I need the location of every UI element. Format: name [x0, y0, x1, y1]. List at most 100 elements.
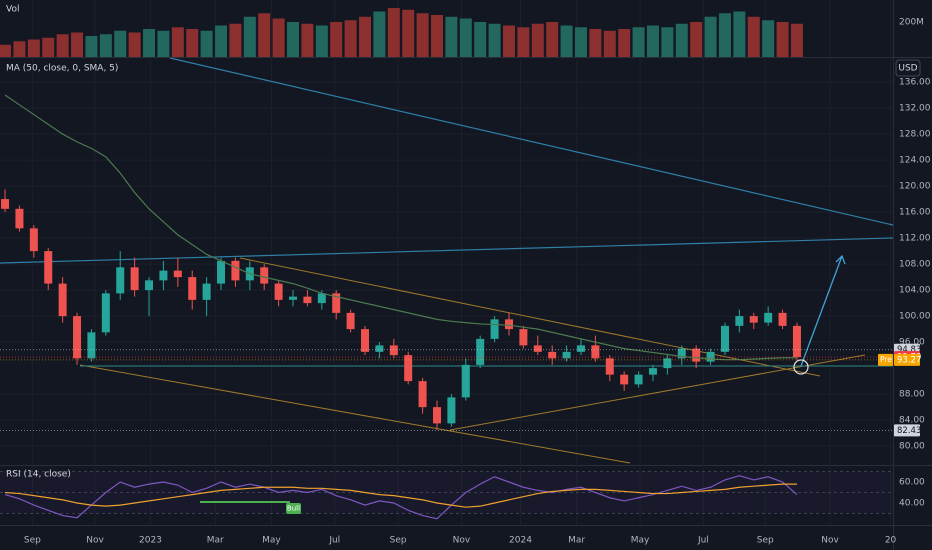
volume-bar	[114, 30, 127, 57]
y-tick-label: 88.00	[899, 390, 925, 400]
volume-bar	[416, 13, 429, 57]
volume-bar	[373, 11, 386, 57]
candle-body	[692, 348, 701, 362]
x-tick-label: Sep	[24, 536, 41, 546]
candle-body	[317, 293, 326, 304]
candle-body	[173, 270, 182, 278]
candle-body	[159, 270, 168, 281]
trend-line	[239, 257, 821, 377]
y-tick-label: 200M	[899, 18, 924, 28]
candle-body	[778, 312, 787, 326]
volume-bar	[402, 9, 415, 57]
volume-bar	[603, 30, 616, 57]
y-tick-label: 132.00	[899, 104, 931, 114]
volume-bar	[488, 23, 501, 57]
volume-bar	[560, 25, 573, 57]
volume-bar	[344, 20, 357, 57]
price-badge	[894, 353, 920, 366]
volume-bar	[733, 11, 746, 57]
x-tick-label: Jul	[697, 536, 709, 546]
volume-bar	[387, 8, 400, 57]
y-tick-label: 40.00	[899, 499, 925, 509]
candle-body	[677, 348, 686, 359]
price-badge-label: 82.43	[897, 426, 921, 436]
price-badge-label: 93.27	[897, 355, 921, 365]
candle-body	[101, 293, 110, 333]
volume-bar	[27, 39, 40, 57]
y-tick-label: 112.00	[899, 234, 931, 244]
x-tick-label: Jul	[328, 536, 340, 546]
candle-body	[145, 280, 154, 291]
candle-body	[375, 345, 384, 352]
candle-body	[504, 319, 513, 330]
y-tick-label: 124.00	[899, 156, 931, 166]
candle-body	[418, 381, 427, 408]
candle-body	[432, 407, 441, 424]
volume-bar	[762, 20, 775, 57]
trend-line	[0, 237, 894, 264]
volume-bar	[215, 25, 228, 57]
candle-body	[519, 329, 528, 346]
candle-body	[15, 208, 24, 229]
volume-bar	[42, 37, 55, 57]
volume-bar	[690, 22, 703, 57]
x-tick-label: 2023	[139, 536, 162, 546]
candle-body	[130, 267, 139, 291]
rsi-line	[4, 483, 797, 508]
candle-body	[73, 316, 82, 359]
candle-body	[44, 251, 53, 284]
y-tick-label: 100.00	[899, 312, 931, 322]
candle-body	[58, 283, 67, 317]
drawings	[0, 57, 894, 514]
x-tick-label: 20	[885, 536, 897, 546]
x-tick-label: Mar	[207, 536, 224, 546]
volume-bar	[632, 27, 645, 57]
candle-body	[476, 338, 485, 365]
volume-bar	[243, 16, 256, 57]
volume-bar	[272, 18, 285, 57]
price-badge	[894, 424, 920, 437]
volume-bar	[258, 13, 271, 57]
volume-bar	[56, 34, 69, 57]
volume-bar	[359, 16, 372, 57]
trend-line	[449, 354, 866, 431]
candle-body	[260, 267, 269, 284]
x-tick-label: Nov	[453, 536, 471, 546]
volume-bar	[661, 27, 674, 57]
volume-bar	[531, 23, 544, 57]
candle-body	[332, 293, 341, 313]
trend-line	[79, 364, 631, 464]
projection-arrow	[800, 255, 843, 367]
volume-bar	[301, 23, 314, 57]
price-badge-label: 94.83	[897, 345, 921, 355]
currency-label[interactable]: USD	[898, 64, 917, 74]
volume-bar	[790, 23, 803, 57]
volume-bar	[143, 29, 156, 57]
candle-body	[188, 277, 197, 300]
volume-bar	[675, 23, 688, 57]
x-tick-label: Sep	[390, 536, 407, 546]
volume-bar	[459, 18, 472, 57]
ma-label: MA (50, close, 0, SMA, 5)	[6, 64, 118, 74]
volume-bar	[315, 25, 328, 57]
candle-body	[274, 283, 283, 300]
volume-bar	[646, 25, 659, 57]
volume-bar	[474, 22, 487, 57]
candle-body	[404, 355, 413, 382]
volume-bar	[546, 22, 559, 57]
y-tick-label: 104.00	[899, 286, 931, 296]
candle-body	[591, 345, 600, 359]
currency-button[interactable]	[895, 59, 921, 77]
volume-bar	[200, 30, 213, 57]
volume-bar	[589, 29, 602, 57]
volume-bar	[430, 15, 443, 57]
arrow-head	[835, 254, 846, 265]
x-tick-label: Nov	[821, 536, 839, 546]
candle-body	[231, 260, 240, 281]
candle-body	[29, 228, 38, 252]
candle-body	[303, 296, 312, 304]
candle-body	[706, 351, 715, 362]
y-tick-label: 136.00	[899, 78, 931, 88]
y-tick-label: 80.00	[899, 442, 925, 452]
